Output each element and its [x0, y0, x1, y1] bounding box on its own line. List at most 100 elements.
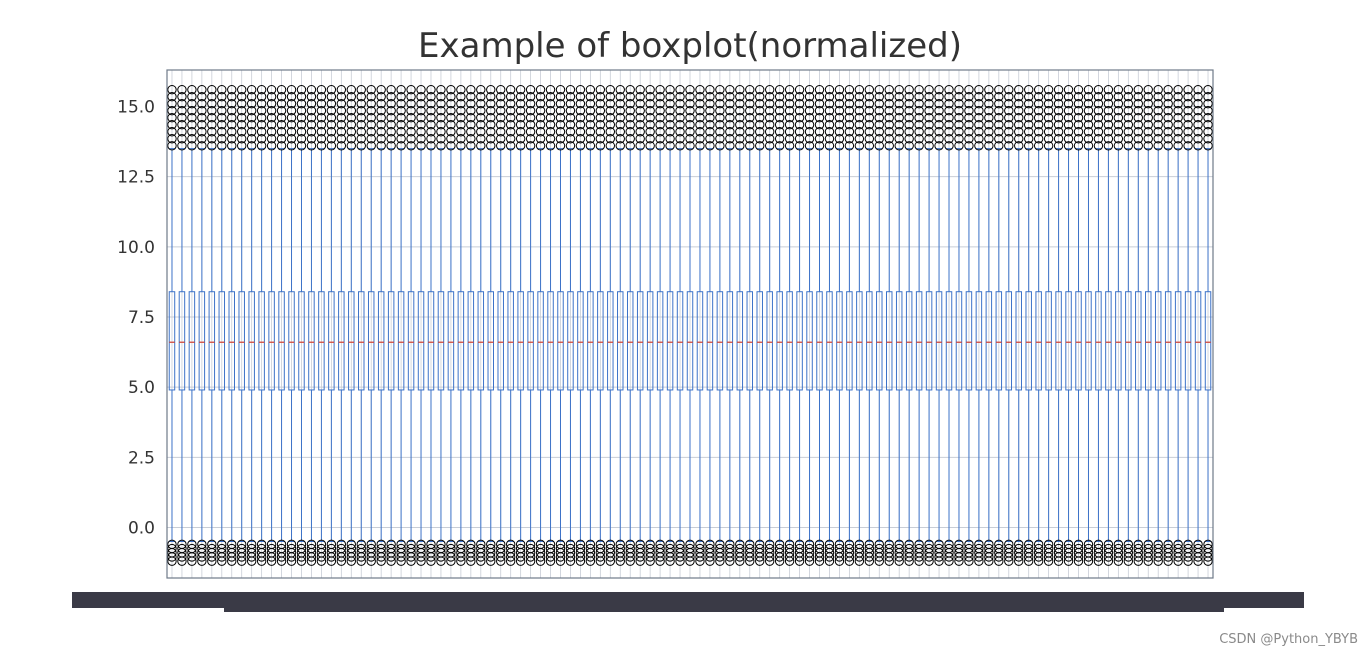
outlier-point: [276, 105, 287, 116]
outlier-point: [336, 105, 347, 116]
outlier-point: [854, 141, 865, 151]
outlier-point: [1153, 84, 1163, 95]
outlier-point: [356, 84, 366, 95]
iqr-box: [467, 291, 475, 391]
outlier-point: [336, 141, 347, 151]
outlier-point: [1133, 98, 1143, 109]
box-element: [1035, 148, 1042, 543]
outlier-point: [1063, 141, 1074, 151]
outlier-point: [814, 134, 825, 144]
outlier-point: [655, 134, 665, 144]
outlier-point: [675, 552, 685, 562]
outlier-point: [904, 113, 914, 123]
outlier-point: [515, 98, 526, 109]
outlier-point: [535, 127, 546, 137]
outlier-point: [316, 113, 327, 123]
outlier-point: [1024, 91, 1034, 102]
outlier-point: [824, 105, 835, 116]
outlier-point: [1004, 134, 1014, 144]
outlier-point: [1063, 134, 1074, 144]
outlier-point: [466, 556, 476, 566]
outlier-point: [256, 98, 267, 109]
outlier-point: [197, 98, 207, 109]
outlier-point: [804, 552, 815, 562]
outlier-point: [1033, 141, 1044, 151]
iqr-box: [178, 291, 186, 391]
outlier-point: [456, 120, 466, 130]
outlier-point: [725, 120, 735, 130]
box-element: [587, 148, 594, 543]
outlier-point: [177, 120, 187, 130]
box-element: [706, 148, 714, 543]
outlier-point: [1004, 84, 1014, 95]
iqr-box: [248, 291, 255, 391]
outlier-point: [177, 91, 187, 102]
outlier-point: [695, 98, 705, 109]
outlier-point: [824, 98, 835, 109]
outlier-point: [296, 134, 307, 144]
outlier-point: [665, 134, 675, 144]
outlier-point: [844, 84, 855, 95]
outlier-point: [1133, 134, 1143, 144]
outlier-point: [366, 141, 376, 151]
outlier-point: [735, 134, 745, 144]
outlier-point: [944, 105, 954, 116]
outlier-point: [416, 113, 426, 123]
outlier-point: [486, 120, 496, 130]
outlier-point: [246, 113, 257, 123]
outlier-point: [705, 127, 715, 137]
outlier-point: [824, 113, 835, 123]
outlier-point: [745, 98, 755, 109]
outlier-point: [366, 91, 376, 102]
outlier-point: [784, 552, 795, 562]
outlier-point: [854, 556, 865, 566]
outlier-point: [217, 556, 227, 566]
outlier-point: [575, 134, 586, 144]
box-element: [338, 148, 345, 543]
outlier-point: [207, 84, 217, 95]
outlier-point: [1043, 105, 1054, 116]
outlier-point: [276, 84, 287, 95]
outlier-point: [804, 134, 815, 144]
outlier-point: [725, 84, 735, 95]
outlier-point: [296, 120, 307, 130]
iqr-box: [925, 291, 933, 391]
outlier-point: [256, 120, 267, 130]
outlier-point: [924, 556, 934, 566]
box-element: [1125, 148, 1132, 543]
box-element: [387, 148, 395, 543]
outlier-point: [1103, 120, 1114, 130]
iqr-box: [1115, 291, 1122, 391]
outlier-point: [336, 91, 347, 102]
outlier-point: [276, 91, 287, 102]
iqr-box: [786, 291, 793, 391]
outlier-point: [994, 113, 1004, 123]
outlier-point: [376, 127, 386, 137]
outlier-point: [1133, 556, 1143, 566]
outlier-point: [725, 113, 735, 123]
outlier-point: [874, 134, 884, 144]
box-element: [1154, 148, 1162, 543]
outlier-point: [505, 105, 516, 116]
outlier-point: [396, 91, 406, 102]
box-element: [935, 148, 943, 543]
outlier-point: [436, 98, 446, 109]
outlier-point: [426, 84, 436, 95]
outlier-point: [1083, 105, 1094, 116]
outlier-point: [715, 98, 725, 109]
iqr-box: [577, 291, 584, 391]
outlier-point: [615, 127, 625, 137]
outlier-point: [197, 556, 207, 566]
outlier-point: [217, 134, 227, 144]
outlier-point: [615, 113, 625, 123]
outlier-point: [605, 113, 616, 123]
iqr-box: [1065, 291, 1072, 391]
outlier-point: [705, 84, 715, 95]
box-element: [646, 148, 654, 543]
outlier-point: [1063, 113, 1074, 123]
outlier-point: [496, 552, 506, 562]
outlier-point: [794, 141, 805, 151]
outlier-point: [1043, 134, 1054, 144]
box-element: [756, 148, 763, 543]
outlier-point: [1133, 141, 1143, 151]
